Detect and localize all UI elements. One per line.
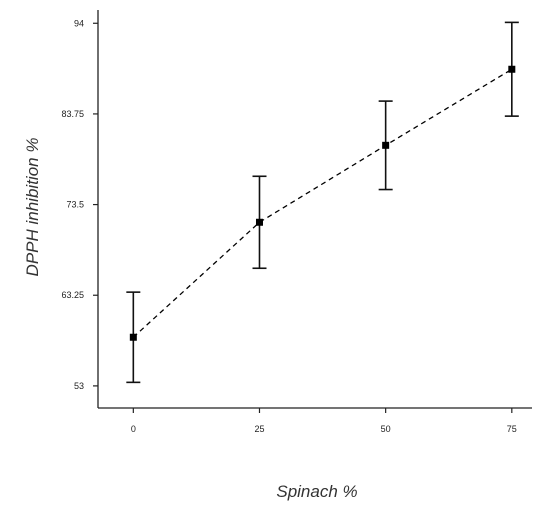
x-tick-label: 25: [254, 424, 264, 434]
y-ticks: 53 63.25 73.5 83.75 94: [61, 18, 98, 391]
y-tick-label: 94: [74, 18, 84, 28]
series-group: [126, 21, 519, 384]
y-tick-label: 63.25: [61, 290, 84, 300]
x-ticks: 0 25 50 75: [131, 408, 517, 434]
series-line: [132, 68, 513, 338]
y-tick-label: 53: [74, 381, 84, 391]
data-point: [129, 333, 137, 341]
y-tick-label: 73.5: [66, 200, 84, 210]
data-point: [508, 65, 516, 73]
y-tick-label: 83.75: [61, 109, 84, 119]
x-tick-label: 75: [507, 424, 517, 434]
x-axis-label: Spinach %: [276, 482, 357, 501]
x-tick-label: 50: [381, 424, 391, 434]
data-point: [255, 218, 263, 226]
data-point: [382, 141, 390, 149]
plot-frame: [97, 10, 532, 409]
y-axis-label: DPPH inhibition %: [23, 138, 42, 277]
x-tick-label: 0: [131, 424, 136, 434]
